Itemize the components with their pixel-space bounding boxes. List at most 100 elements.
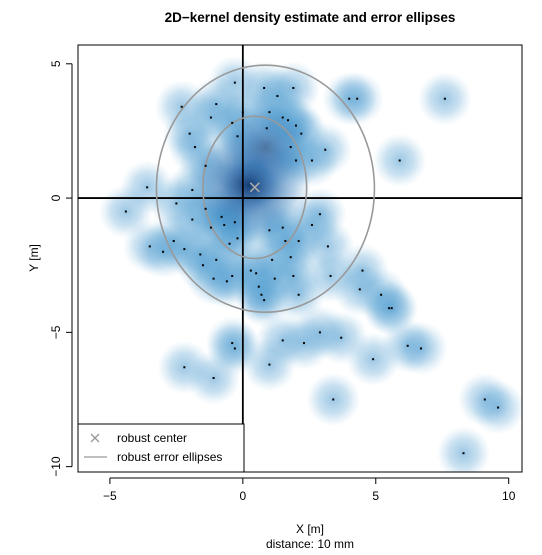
data-point bbox=[228, 242, 231, 245]
data-point bbox=[340, 336, 343, 339]
x-axis-sublabel: distance: 10 mm bbox=[266, 537, 354, 551]
data-point bbox=[268, 229, 271, 232]
data-point bbox=[462, 452, 465, 455]
data-point bbox=[212, 377, 215, 380]
y-tick-label: 5 bbox=[49, 60, 63, 67]
data-point bbox=[297, 240, 300, 243]
x-tick-label: −5 bbox=[103, 489, 117, 503]
data-point bbox=[348, 97, 351, 100]
data-point bbox=[281, 226, 284, 229]
y-axis-label: Y [m] bbox=[27, 244, 41, 272]
data-point bbox=[236, 237, 239, 240]
data-point bbox=[172, 240, 175, 243]
data-point bbox=[358, 288, 361, 291]
data-point bbox=[255, 272, 258, 275]
data-point bbox=[310, 223, 313, 226]
data-point bbox=[148, 245, 151, 248]
density-blob bbox=[471, 380, 522, 435]
legend-label-error-ellipses: robust error ellipses bbox=[117, 450, 222, 464]
data-point bbox=[183, 248, 186, 251]
chart-title: 2D−kernel density estimate and error ell… bbox=[165, 10, 456, 25]
y-tick-label: −5 bbox=[49, 325, 63, 339]
data-point bbox=[398, 159, 401, 162]
data-point bbox=[292, 86, 295, 89]
data-point bbox=[209, 226, 212, 229]
data-point bbox=[191, 218, 194, 221]
legend: robust center robust error ellipses bbox=[77, 423, 245, 473]
data-point bbox=[188, 132, 191, 135]
data-point bbox=[361, 269, 364, 272]
data-point bbox=[268, 111, 271, 114]
data-point bbox=[406, 344, 409, 347]
data-point bbox=[390, 307, 393, 310]
y-axis: −10 −5 0 5 bbox=[49, 60, 73, 477]
data-point bbox=[295, 124, 298, 127]
data-points bbox=[124, 81, 500, 455]
data-point bbox=[212, 277, 215, 280]
data-point bbox=[271, 258, 274, 261]
data-point bbox=[276, 95, 279, 98]
data-point bbox=[215, 103, 218, 106]
data-point bbox=[231, 274, 234, 277]
data-point bbox=[263, 299, 266, 302]
x-tick-label: 0 bbox=[239, 489, 246, 503]
density-layer bbox=[98, 55, 522, 472]
data-point bbox=[310, 159, 313, 162]
data-point bbox=[124, 210, 127, 213]
data-point bbox=[204, 207, 207, 210]
data-point bbox=[419, 347, 422, 350]
data-point bbox=[380, 293, 383, 296]
data-point bbox=[233, 347, 236, 350]
data-point bbox=[289, 256, 292, 259]
data-point bbox=[292, 274, 295, 277]
data-point bbox=[193, 146, 196, 149]
data-point bbox=[443, 97, 446, 100]
data-point bbox=[215, 258, 218, 261]
data-point bbox=[284, 240, 287, 243]
data-point bbox=[268, 363, 271, 366]
data-point bbox=[220, 215, 223, 218]
data-point bbox=[233, 221, 236, 224]
data-point bbox=[191, 189, 194, 192]
robust-center-cross-b bbox=[249, 182, 260, 193]
legend-label-robust-center: robust center bbox=[117, 431, 187, 445]
data-point bbox=[233, 81, 236, 84]
data-point bbox=[289, 146, 292, 149]
data-point bbox=[223, 223, 226, 226]
error-ellipse-2 bbox=[155, 64, 376, 314]
data-point bbox=[388, 307, 391, 310]
data-point bbox=[260, 293, 263, 296]
x-tick-label: 5 bbox=[372, 489, 379, 503]
data-point bbox=[281, 339, 284, 342]
plot-frame bbox=[77, 44, 523, 473]
data-point bbox=[332, 398, 335, 401]
data-point bbox=[175, 202, 178, 205]
data-point bbox=[231, 342, 234, 345]
data-point bbox=[180, 105, 183, 108]
data-point bbox=[249, 269, 252, 272]
data-point bbox=[209, 116, 212, 119]
data-point bbox=[297, 293, 300, 296]
data-point bbox=[265, 127, 268, 130]
data-point bbox=[236, 135, 239, 138]
reference-lines bbox=[78, 45, 522, 472]
data-point bbox=[287, 119, 290, 122]
data-point bbox=[295, 159, 298, 162]
data-point bbox=[201, 264, 204, 267]
robust-center-marker bbox=[249, 182, 260, 193]
data-point bbox=[497, 406, 500, 409]
data-point bbox=[183, 366, 186, 369]
data-point bbox=[324, 148, 327, 151]
data-point bbox=[162, 250, 165, 253]
data-point bbox=[263, 86, 266, 89]
data-point bbox=[199, 253, 202, 256]
data-point bbox=[326, 245, 329, 248]
error-ellipses bbox=[155, 64, 376, 314]
data-point bbox=[146, 186, 149, 189]
data-point bbox=[329, 274, 332, 277]
error-ellipse-1 bbox=[202, 115, 308, 260]
x-axis: −5 0 5 10 bbox=[103, 477, 516, 503]
x-tick-label: 10 bbox=[502, 489, 516, 503]
data-point bbox=[372, 358, 375, 361]
